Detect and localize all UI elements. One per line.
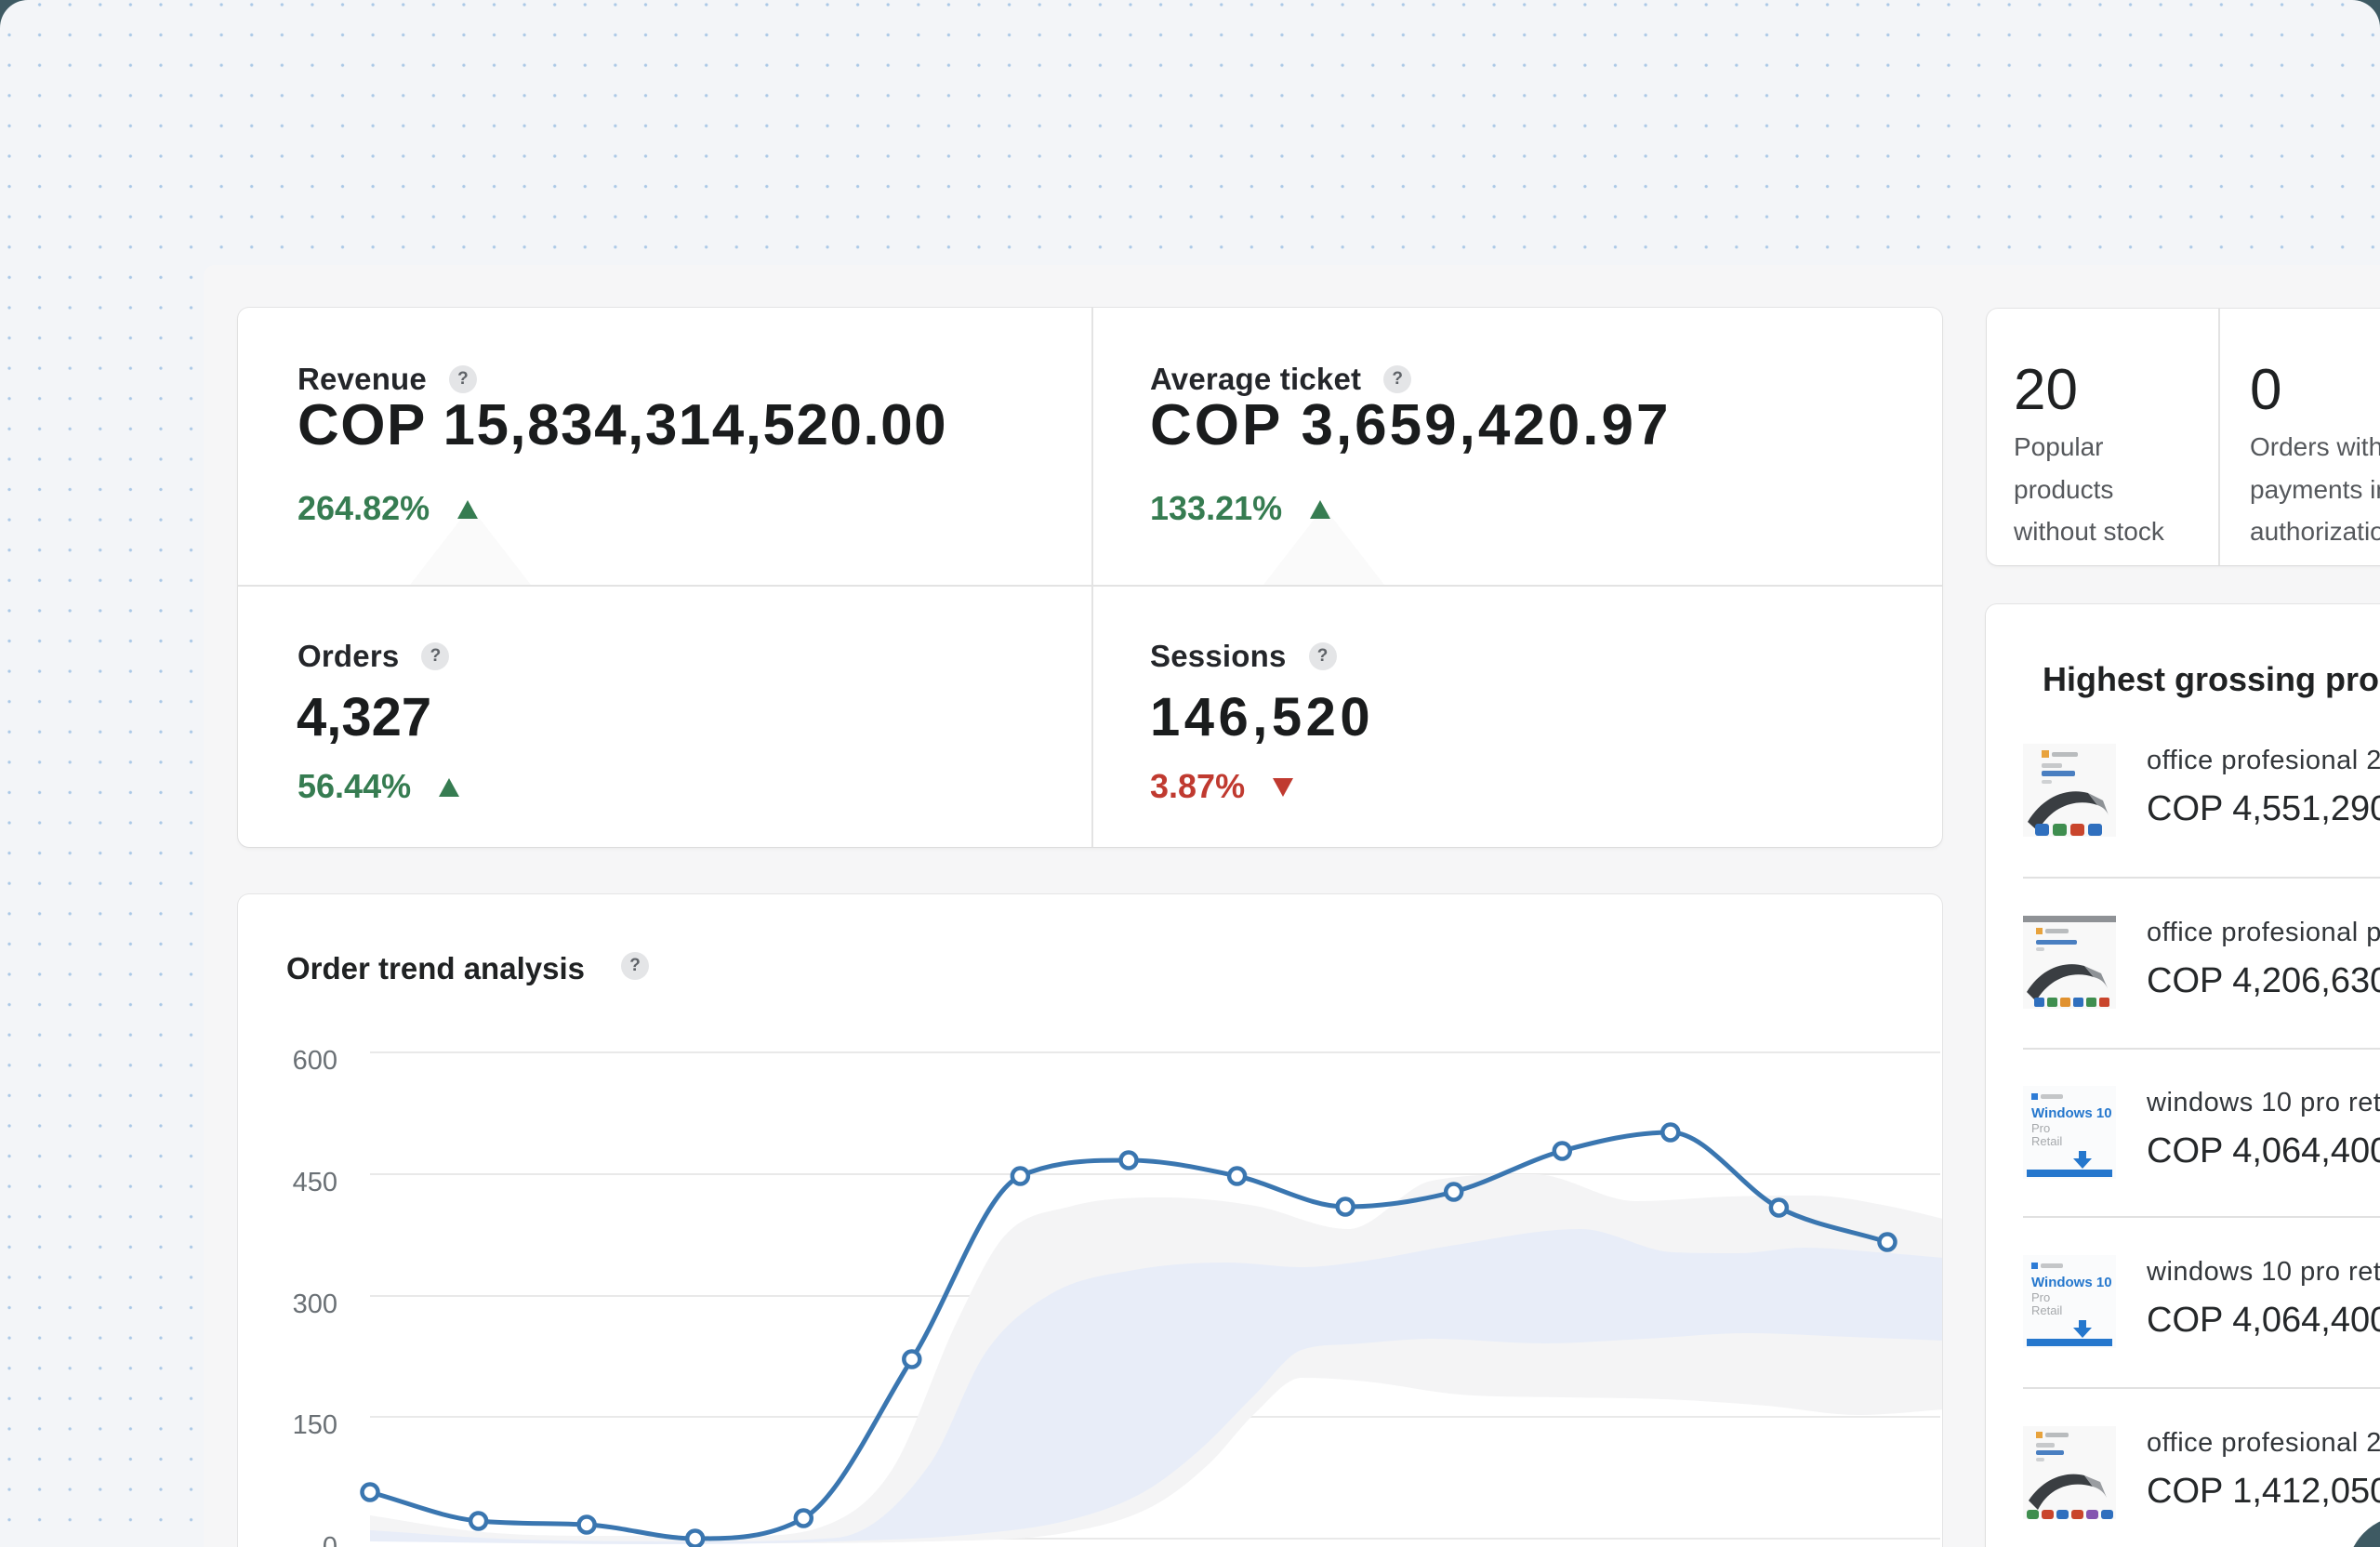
svg-text:0: 0 [323, 1532, 337, 1547]
svg-text:Retail: Retail [2031, 1303, 2062, 1317]
svg-text:Pro: Pro [2031, 1121, 2050, 1135]
svg-text:Retail: Retail [2031, 1134, 2062, 1148]
svg-text:300: 300 [293, 1289, 337, 1319]
svg-text:Windows 10: Windows 10 [2031, 1105, 2112, 1121]
svg-text:Pro: Pro [2031, 1290, 2050, 1304]
svg-text:Windows 10: Windows 10 [2031, 1275, 2112, 1290]
svg-text:600: 600 [293, 1046, 337, 1076]
svg-text:450: 450 [293, 1168, 337, 1197]
svg-text:150: 150 [293, 1410, 337, 1440]
